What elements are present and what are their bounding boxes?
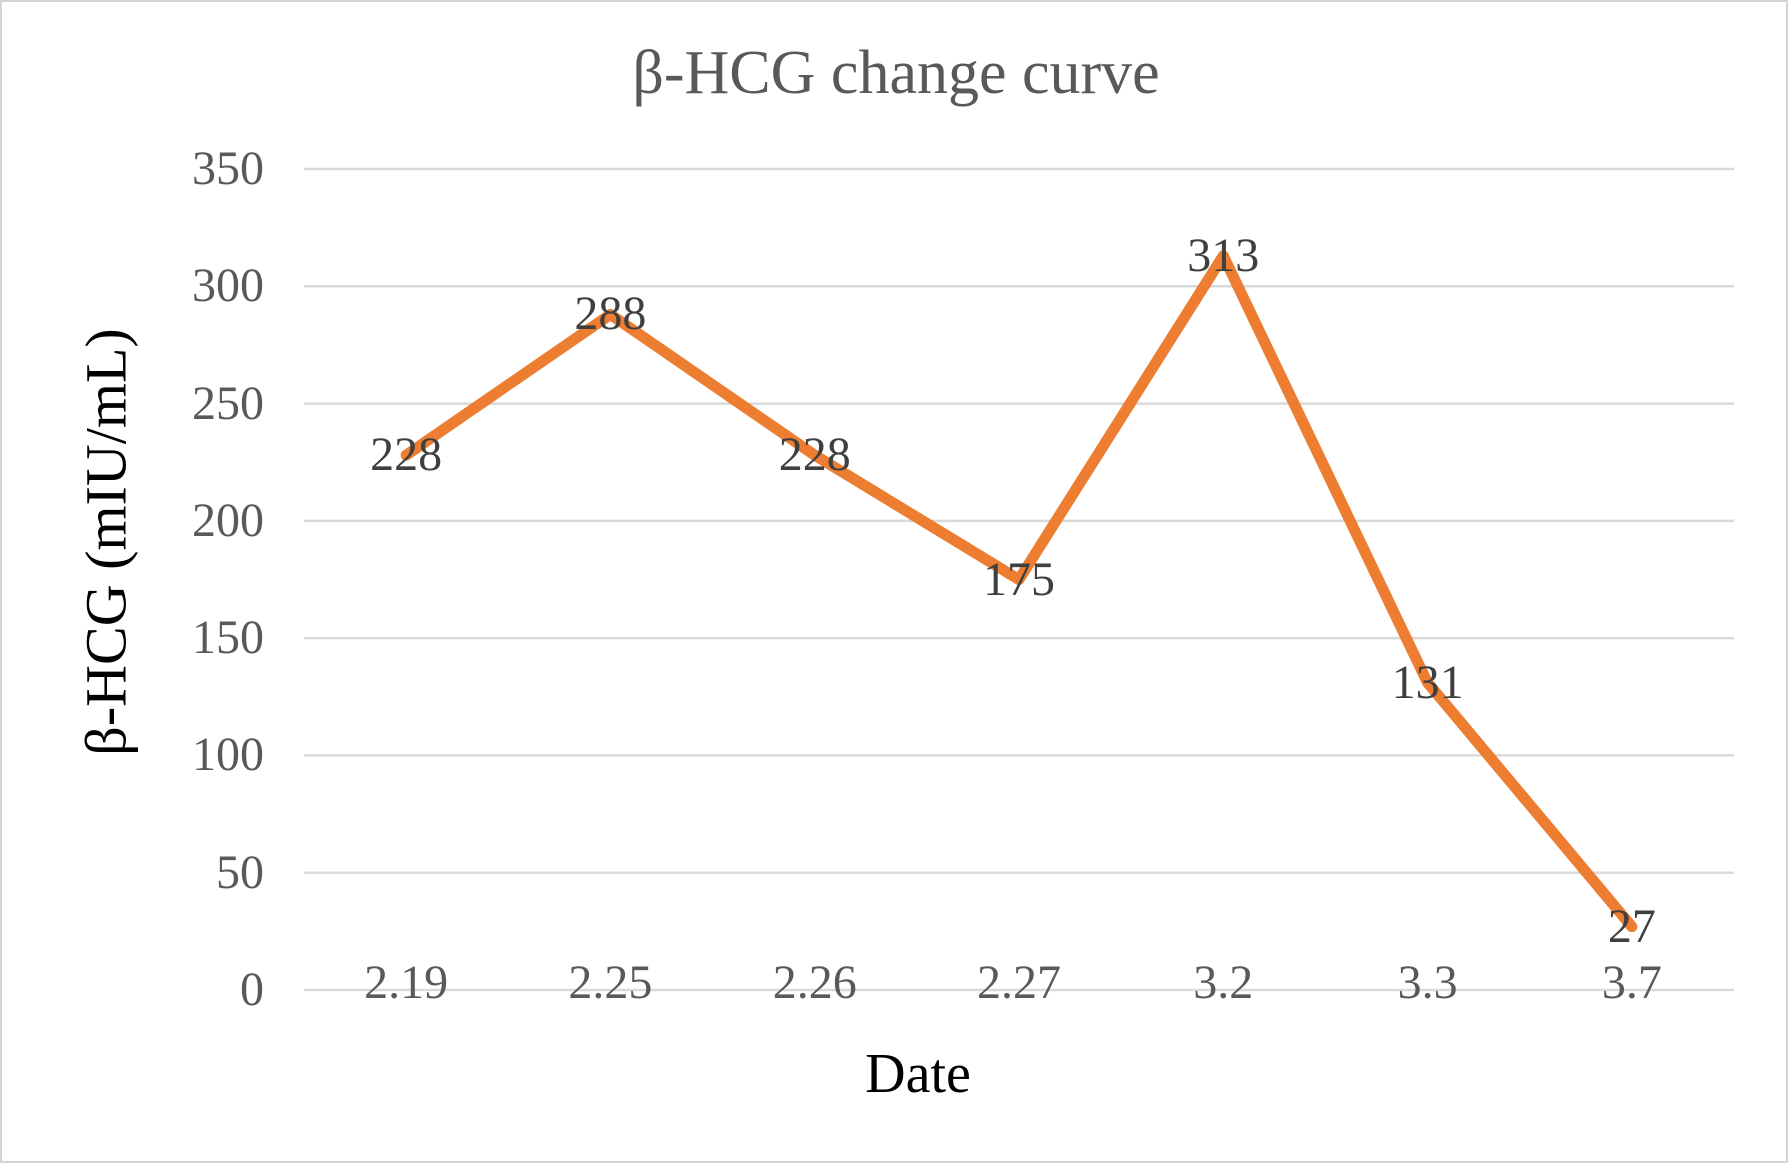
x-tick-label: 3.3 [1397, 956, 1458, 1009]
data-label: 131 [1391, 655, 1464, 709]
x-tick-label: 2.26 [772, 956, 857, 1009]
x-tick-label: 3.2 [1193, 956, 1254, 1009]
y-tick-label: 250 [192, 376, 264, 430]
y-tick-label: 300 [192, 259, 264, 313]
x-axis-title: Date [865, 1043, 971, 1105]
y-tick-label: 200 [192, 493, 264, 547]
y-tick-label: 150 [192, 611, 264, 665]
data-label: 175 [983, 552, 1055, 606]
y-tick-label: 100 [192, 728, 264, 782]
data-label: 228 [370, 428, 443, 482]
data-label: 228 [778, 428, 851, 482]
data-label: 27 [1607, 899, 1656, 953]
y-tick-label: 50 [216, 845, 264, 899]
y-tick-label: 0 [240, 963, 264, 1016]
y-tick-label: 350 [192, 142, 264, 195]
x-tick-label: 2.25 [568, 956, 653, 1009]
series-line [400, 250, 1638, 933]
data-label: 313 [1187, 228, 1260, 282]
chart-title: β-HCG change curve [632, 39, 1160, 107]
x-tick-label: 2.19 [364, 956, 449, 1009]
x-tick-label: 3.7 [1601, 956, 1662, 1009]
x-tick-label: 2.27 [977, 956, 1061, 1009]
data-label: 288 [574, 287, 647, 341]
